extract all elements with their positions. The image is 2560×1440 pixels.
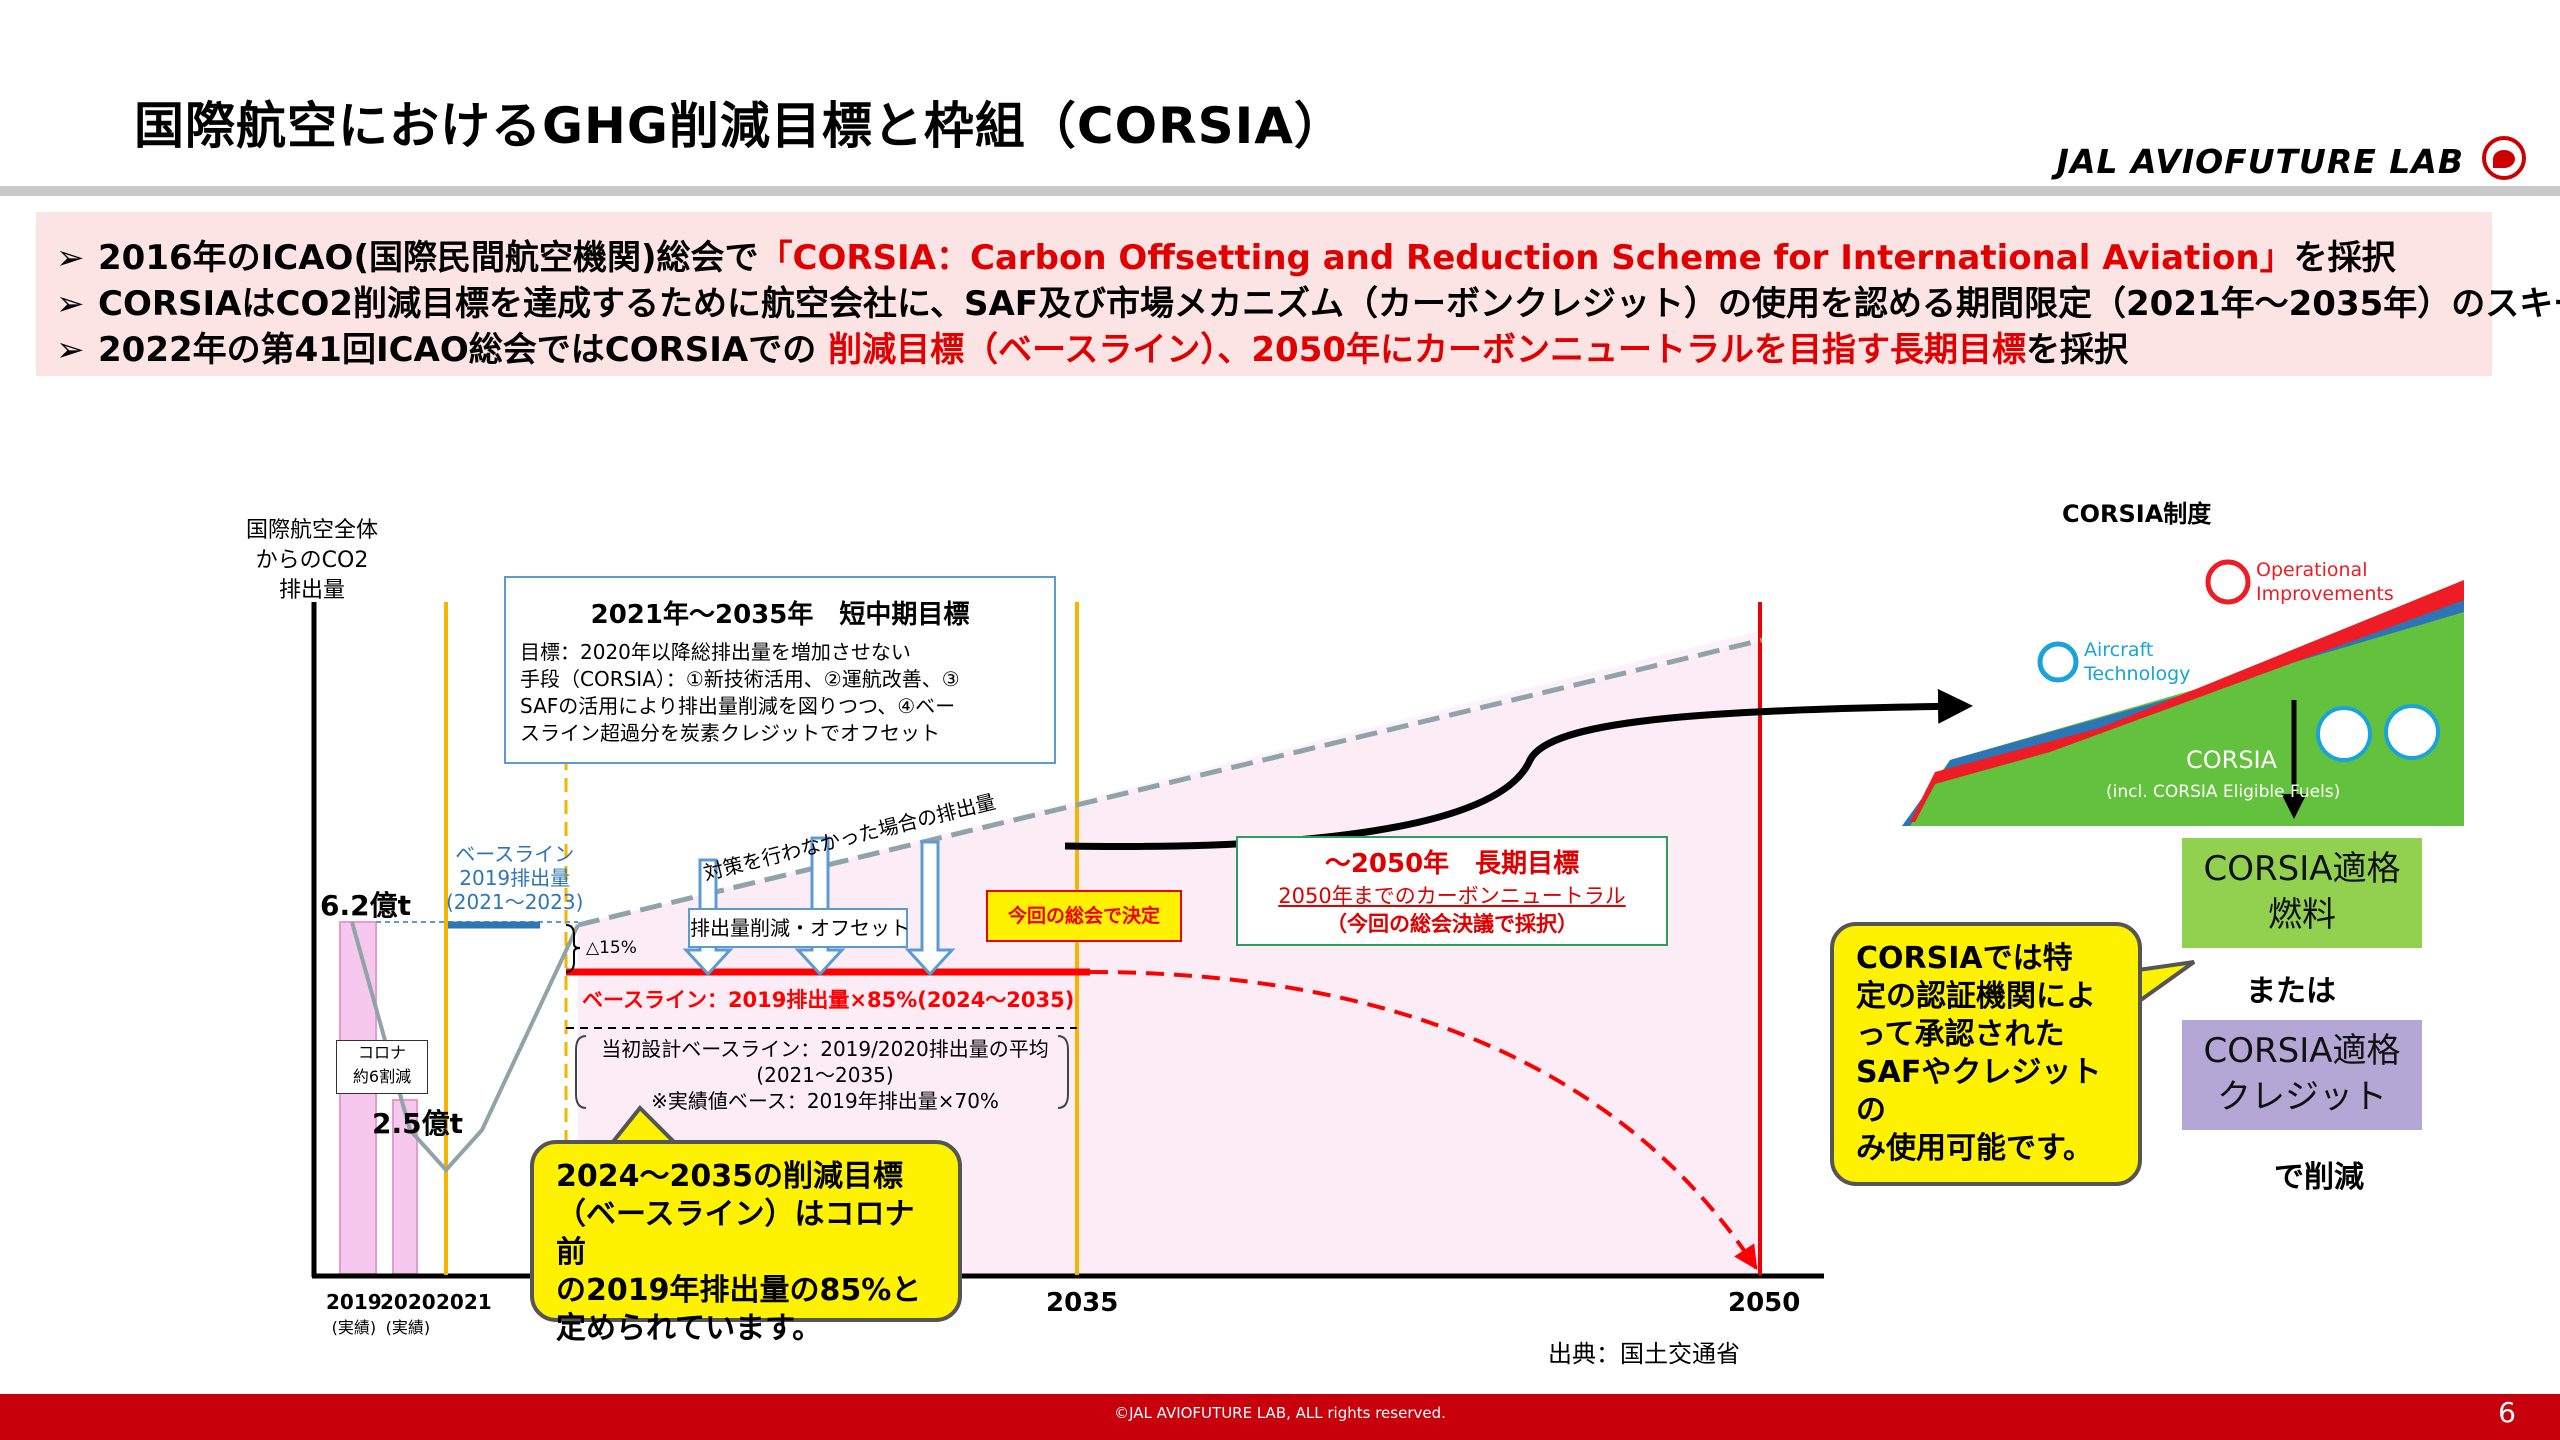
x-tick-2021: 2021	[436, 1290, 492, 1314]
x-tick-2019: 2019 (実績)	[326, 1290, 382, 1337]
copyright: ©JAL AVIOFUTURE LAB, ALL rights reserved…	[1114, 1404, 1446, 1422]
corona-note: コロナ 約6割減	[336, 1040, 428, 1094]
decline-to-2050	[1089, 970, 1758, 1271]
or-label: または	[2246, 974, 2336, 1009]
source-note: 出典：国土交通省	[1548, 1340, 1740, 1368]
initial-bracket-right	[1057, 1035, 1069, 1109]
certification-callout: CORSIAでは特 定の認証機関によ って承認された SAFやクレジットの み使…	[1830, 922, 2142, 1186]
brand-logo-text: JAL AVIOFUTURE LAB	[2056, 142, 2464, 181]
bullet-marker: ➢	[56, 238, 85, 278]
jal-crane-icon	[2482, 136, 2526, 180]
footer-bar	[0, 1394, 2560, 1440]
callout-tail-right	[2136, 960, 2196, 1006]
initial-baseline-note: 当初設計ベースライン：2019/2020排出量の平均 (2021〜2035) ※…	[601, 1037, 1049, 1113]
baseline-2019-label: ベースライン 2019排出量 (2021〜2023)	[446, 842, 584, 914]
bullet-2: ➢ CORSIAはCO2削減目標を達成するために航空会社に、SAF及び市場メカニズ…	[56, 284, 2560, 324]
delta-label: △15%	[586, 938, 637, 958]
bullet-1: ➢ 2016年のICAO(国際民間航空機関)総会で「CORSIA：Carbon O…	[56, 238, 2396, 278]
saf-icon	[2316, 706, 2372, 762]
eligible-credit-box: CORSIA適格 クレジット	[2182, 1020, 2422, 1130]
y-axis-label: 国際航空全体 からのCO2 排出量	[246, 518, 379, 603]
corsia-heading: CORSIA制度	[2062, 500, 2212, 528]
eligible-fuel-box: CORSIA適格 燃料	[2182, 838, 2422, 948]
aircraft-label: Aircraft Technology	[2084, 639, 2191, 685]
x-tick-2050: 2050	[1728, 1288, 1801, 1318]
credit-icon	[2384, 704, 2440, 760]
summary-panel: ➢ 2016年のICAO(国際民間航空機関)総会で「CORSIA：Carbon O…	[36, 212, 2560, 376]
corsia-green-area	[1902, 608, 2464, 826]
x-tick-2035: 2035	[1046, 1288, 1119, 1318]
baseline-callout: 2024〜2035の削減目標 （ベースライン）はコロナ前 の2019年排出量の8…	[530, 1140, 962, 1346]
operational-area	[1910, 580, 2464, 822]
bullet-marker: ➢	[56, 284, 85, 324]
page-title: 国際航空におけるGHG削減目標と枠組（CORSIA）	[134, 97, 1345, 155]
delta-brace	[565, 924, 581, 973]
aircraft-tech-area	[1902, 596, 2464, 826]
value-25: 2.5億t	[372, 1107, 463, 1140]
short-term-goal-box: 2021年〜2035年 短中期目標 目標：2020年以降総排出量を増加させない …	[504, 576, 1056, 764]
bar-2019	[339, 921, 377, 1275]
projection-band-upper	[578, 630, 1762, 1274]
corsia-area-label: CORSIA	[2186, 746, 2278, 774]
bar-2020	[392, 1099, 418, 1275]
no-action-projection	[577, 637, 1763, 928]
title-divider	[0, 186, 2560, 196]
reduction-offset-box: 排出量削減・オフセット	[688, 908, 910, 948]
long-term-goal-box: 〜2050年 長期目標 2050年までのカーボンニュートラル （今回の総会決議で…	[1236, 836, 1668, 946]
reduce-label: で削減	[2274, 1160, 2364, 1195]
operational-icon	[2205, 559, 2251, 605]
value-62: 6.2億t	[320, 889, 411, 922]
operational-label: Operational Improvements	[2256, 559, 2394, 605]
initial-bracket-left	[575, 1035, 587, 1109]
corsia-full-name: 「CORSIA：Carbon Offsetting and Reduction …	[758, 238, 2294, 278]
decided-badge: 今回の総会で決定	[986, 890, 1182, 942]
page-number: 6	[2498, 1396, 2516, 1429]
corsia-area-sub: (incl. CORSIA Eligible Fuels)	[2106, 782, 2341, 802]
baseline-85-label: ベースライン：2019排出量×85%(2024〜2035)	[582, 988, 1075, 1012]
x-tick-2020: 2020 (実績)	[380, 1290, 436, 1337]
aircraft-icon	[2037, 641, 2079, 683]
bullet-marker: ➢	[56, 330, 85, 370]
bullet-3: ➢ 2022年の第41回ICAO総会ではCORSIAでの 削減目標（ベースライン）…	[56, 330, 2129, 370]
